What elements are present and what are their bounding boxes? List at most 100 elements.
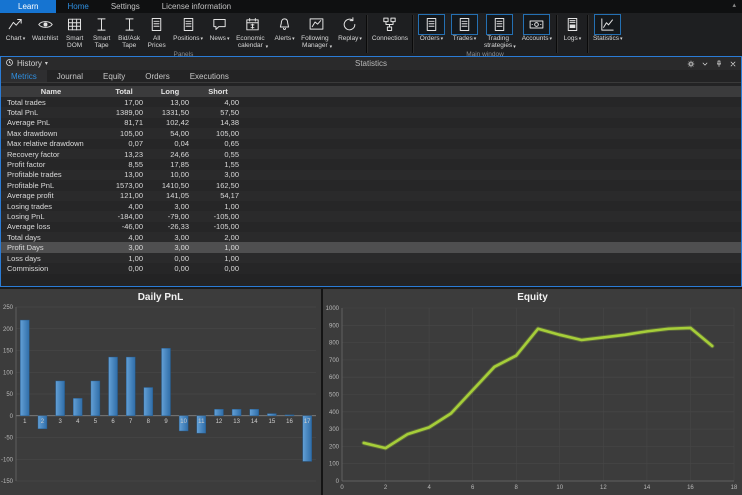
panel-tab-equity[interactable]: Equity — [93, 70, 135, 82]
pin-icon[interactable] — [715, 60, 723, 68]
ribbon-button-watchlist[interactable]: Watchlist — [29, 13, 61, 42]
table-row[interactable]: Profit factor8,5517,851,55 — [1, 159, 741, 169]
panel-header-buttons — [687, 60, 737, 68]
table-row[interactable]: Profitable trades13,0010,003,00 — [1, 170, 741, 180]
svg-text:2: 2 — [384, 485, 388, 491]
chevron-down-icon[interactable]: ▾ — [45, 60, 48, 67]
chevron-down-icon[interactable] — [701, 60, 709, 68]
ribbon-button-statistics[interactable]: Statistics▾ — [590, 13, 626, 42]
ribbon-tab-home[interactable]: Home — [56, 0, 99, 13]
ribbon-button-following-manager[interactable]: Following Manager▾ — [298, 13, 335, 50]
statistics-panel-header: History ▾ Statistics — [1, 57, 741, 70]
ribbon-button-alerts[interactable]: Alerts▾ — [271, 13, 298, 42]
ribbon-button-trading-strategies[interactable]: Trading strategies▾ — [481, 13, 519, 50]
table-row[interactable]: Loss days1,000,001,00 — [1, 253, 741, 263]
table-row[interactable]: Losing trades4,003,001,00 — [1, 201, 741, 211]
settings-icon[interactable] — [687, 60, 695, 68]
ribbon-button-orders[interactable]: Orders▾ — [415, 13, 448, 42]
ribbon-tab-learn[interactable]: Learn — [0, 0, 56, 13]
panel-tab-metrics[interactable]: Metrics — [1, 70, 47, 82]
column-header-long[interactable]: Long — [147, 87, 193, 96]
metric-value: 105,00 — [193, 129, 243, 138]
ribbon-button-smart-dom[interactable]: Smart DOM — [61, 13, 88, 50]
ribbon-button-connections[interactable]: Connections — [369, 13, 411, 42]
table-row[interactable]: Max relative drawdown0,070,040,65 — [1, 139, 741, 149]
metric-value: 105,00 — [101, 129, 147, 138]
svg-text:500: 500 — [329, 393, 340, 399]
svg-text:14: 14 — [251, 419, 258, 425]
bell-icon — [276, 14, 293, 35]
svg-text:4: 4 — [76, 419, 80, 425]
ribbon-collapse-icon[interactable]: ▴ — [732, 1, 736, 9]
metric-value: -79,00 — [147, 212, 193, 221]
ribbon-button-logs[interactable]: Logs▾ — [559, 13, 586, 42]
ribbon-button-positions[interactable]: Positions▾ — [170, 13, 206, 42]
svg-text:12: 12 — [600, 485, 607, 491]
ribbon-button-bid-ask-tape[interactable]: Bid/Ask Tape — [115, 13, 143, 50]
chart-icon — [7, 14, 24, 35]
metric-value: 13,00 — [147, 98, 193, 107]
svg-text:4: 4 — [427, 485, 431, 491]
banknote-icon — [523, 14, 550, 35]
metric-value: 0,00 — [147, 264, 193, 273]
close-icon[interactable] — [729, 60, 737, 68]
table-row[interactable]: Total days4,003,002,00 — [1, 232, 741, 242]
chevron-down-icon: ▾ — [292, 36, 295, 42]
svg-text:7: 7 — [129, 419, 133, 425]
svg-text:300: 300 — [329, 427, 340, 433]
metric-value: 54,17 — [193, 191, 243, 200]
table-row[interactable]: Average PnL81,71102,4214,38 — [1, 118, 741, 128]
column-header-short[interactable]: Short — [193, 87, 243, 96]
table-row[interactable]: Profitable PnL1573,001410,50162,50 — [1, 180, 741, 190]
table-row[interactable]: Total PnL1389,001331,5057,50 — [1, 107, 741, 117]
metric-value: 0,00 — [147, 254, 193, 263]
metric-name: Total PnL — [1, 108, 101, 117]
history-selector[interactable]: History — [17, 59, 42, 68]
panel-tab-journal[interactable]: Journal — [47, 70, 93, 82]
svg-text:0: 0 — [336, 479, 340, 485]
table-row[interactable]: Losing PnL-184,00-79,00-105,00 — [1, 211, 741, 221]
table-row[interactable]: Total trades17,0013,004,00 — [1, 97, 741, 107]
column-header-name[interactable]: Name — [1, 87, 101, 96]
table-row[interactable]: Recovery factor13,2324,660,55 — [1, 149, 741, 159]
metric-name: Losing PnL — [1, 212, 101, 221]
ribbon-tab-license-information[interactable]: License information — [151, 0, 242, 13]
table-row[interactable]: Profit Days3,003,001,00 — [1, 242, 741, 252]
svg-text:100: 100 — [329, 462, 340, 468]
ribbon-toolbar: Chart▾WatchlistSmart DOMSmart TapeBid/As… — [0, 13, 742, 56]
metric-name: Average profit — [1, 191, 101, 200]
metric-value: -105,00 — [193, 222, 243, 231]
ribbon-group-group3: Logs▾ — [559, 13, 586, 56]
table-header: NameTotalLongShort — [1, 86, 741, 97]
ribbon-button-economic-calendar[interactable]: Economic calendar▾ — [233, 13, 271, 50]
ribbon-button-label: News — [210, 35, 226, 42]
column-header-total[interactable]: Total — [101, 87, 147, 96]
ribbon-button-label: Positions — [173, 35, 199, 42]
ribbon-button-chart[interactable]: Chart▾ — [2, 13, 29, 42]
svg-text:600: 600 — [329, 375, 340, 381]
svg-text:13: 13 — [233, 419, 240, 425]
metric-value: 1,00 — [193, 202, 243, 211]
table-row[interactable]: Average loss-46,00-26,33-105,00 — [1, 222, 741, 232]
metric-value: 162,50 — [193, 181, 243, 190]
metric-name: Max drawdown — [1, 129, 101, 138]
ribbon-button-news[interactable]: News▾ — [206, 13, 233, 42]
table-row[interactable]: Average profit121,00141,0554,17 — [1, 191, 741, 201]
ribbon-button-smart-tape[interactable]: Smart Tape — [88, 13, 115, 50]
panel-tab-orders[interactable]: Orders — [135, 70, 179, 82]
metric-value: 0,00 — [101, 264, 147, 273]
svg-text:18: 18 — [731, 485, 738, 491]
svg-text:800: 800 — [329, 341, 340, 347]
ribbon-button-accounts[interactable]: Accounts▾ — [519, 13, 555, 42]
ribbon-button-all-prices[interactable]: All Prices — [143, 13, 170, 50]
svg-text:12: 12 — [216, 419, 223, 425]
ribbon-button-trades[interactable]: Trades▾ — [448, 13, 481, 42]
ribbon-button-replay[interactable]: Replay▾ — [335, 13, 365, 42]
table-row[interactable]: Max drawdown105,0054,00105,00 — [1, 128, 741, 138]
table-row[interactable]: Commission0,000,000,00 — [1, 263, 741, 273]
panel-tab-executions[interactable]: Executions — [180, 70, 239, 82]
ribbon-tab-settings[interactable]: Settings — [100, 0, 151, 13]
svg-text:6: 6 — [471, 485, 475, 491]
metric-name: Profit Days — [1, 243, 101, 252]
metric-value: 1331,50 — [147, 108, 193, 117]
